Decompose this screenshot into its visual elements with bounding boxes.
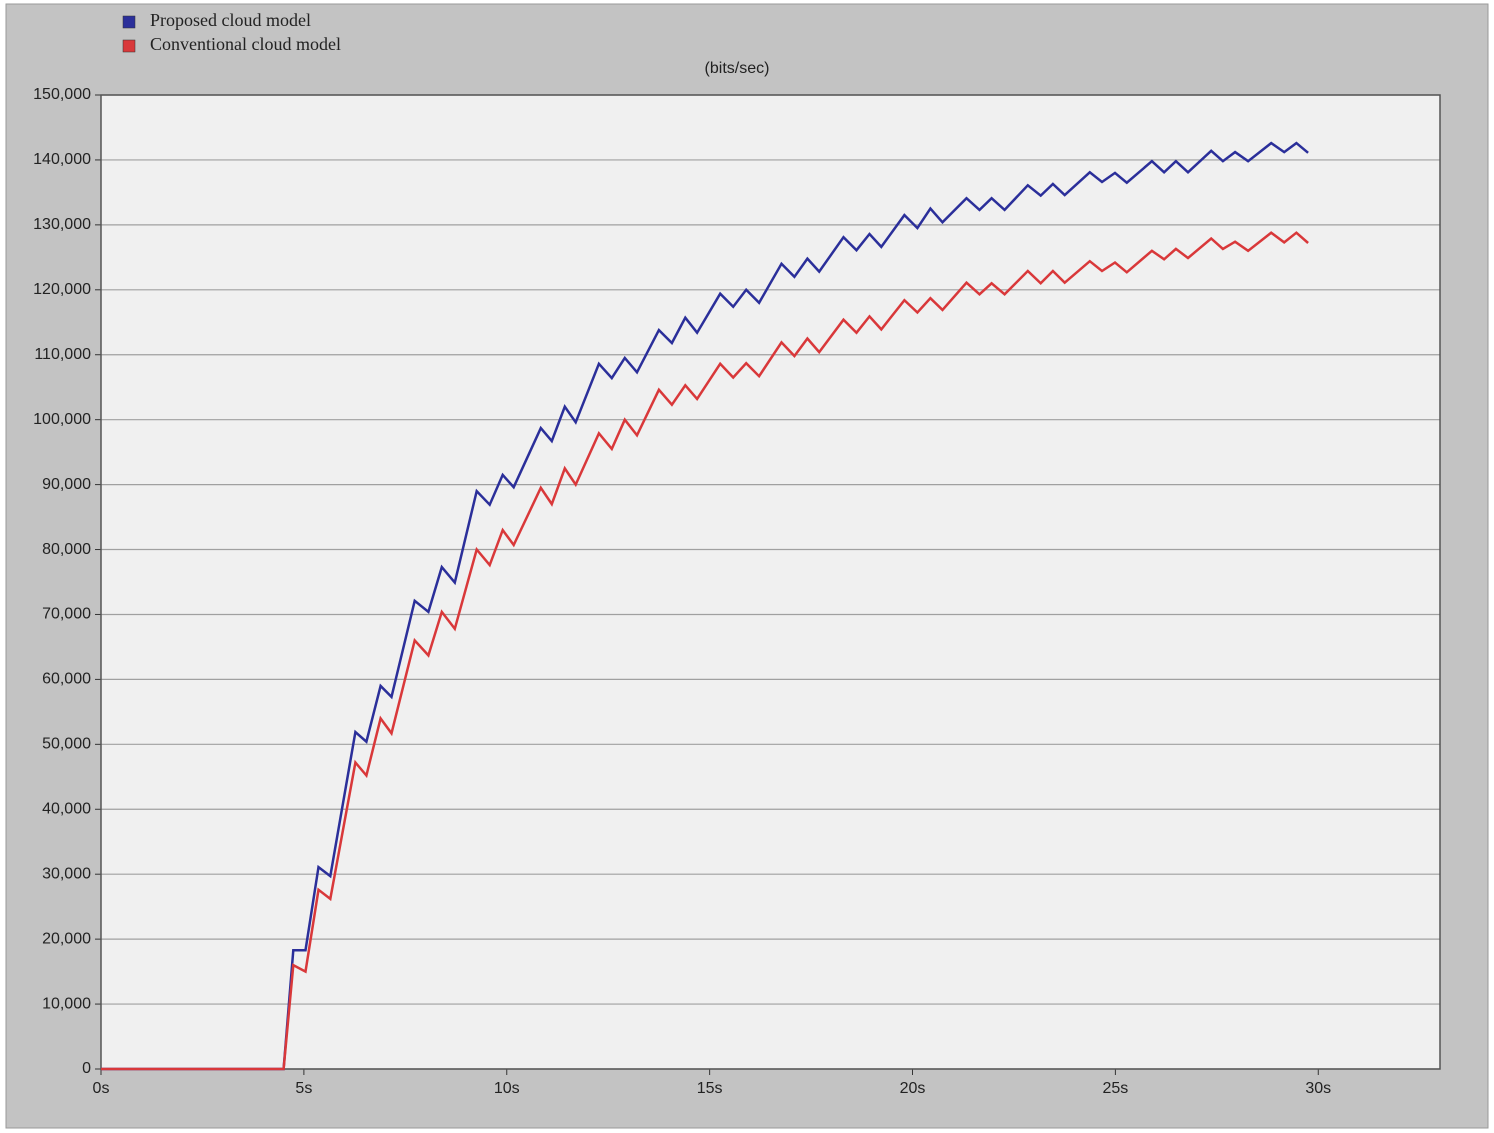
legend-swatch (122, 15, 136, 29)
y-tick-label: 70,000 (42, 606, 91, 623)
y-tick-label: 140,000 (33, 151, 91, 168)
y-tick-label: 50,000 (42, 736, 91, 753)
y-tick-label: 150,000 (33, 86, 91, 103)
legend-label: Conventional cloud model (150, 34, 341, 54)
y-tick-label: 60,000 (42, 671, 91, 688)
y-tick-label: 130,000 (33, 216, 91, 233)
x-tick-label: 0s (93, 1080, 110, 1097)
y-tick-label: 80,000 (42, 541, 91, 558)
y-tick-label: 40,000 (42, 800, 91, 817)
y-tick-label: 0 (82, 1060, 91, 1077)
y-axis-label: (bits/sec) (705, 60, 770, 77)
x-tick-label: 20s (900, 1080, 926, 1097)
y-tick-label: 30,000 (42, 865, 91, 882)
plot-area (101, 95, 1440, 1069)
y-tick-label: 110,000 (34, 346, 91, 363)
series-line (101, 141, 1309, 1071)
x-tick-label: 15s (697, 1080, 723, 1097)
series-line (101, 231, 1309, 1071)
y-tick-label: 90,000 (42, 476, 91, 493)
legend-swatch (122, 39, 136, 53)
y-tick-label: 20,000 (42, 930, 91, 947)
x-tick-label: 25s (1102, 1080, 1128, 1097)
legend-label: Proposed cloud model (150, 10, 311, 30)
x-tick-label: 30s (1305, 1080, 1331, 1097)
y-tick-label: 100,000 (33, 411, 91, 428)
x-tick-label: 5s (295, 1080, 312, 1097)
y-tick-label: 120,000 (33, 281, 91, 298)
x-tick-label: 10s (494, 1080, 520, 1097)
y-tick-label: 10,000 (42, 995, 91, 1012)
plot-border (100, 94, 1441, 1070)
